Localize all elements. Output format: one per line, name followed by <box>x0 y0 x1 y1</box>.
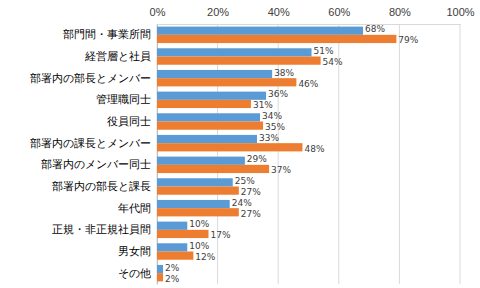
y-axis: 部門間・事業所間経営層と社員部署内の部長とメンバー管理職同士役員同士部署内の課長… <box>30 25 158 285</box>
x-tick-label: 60% <box>328 6 350 18</box>
bar <box>157 178 233 186</box>
x-axis: 0% 20% 40% 60% 80% 100% <box>150 6 475 25</box>
y-tick: 部署内のメンバー同士 <box>41 158 157 170</box>
y-tick: 男女間 <box>118 245 157 257</box>
y-tick-label: 部署内のメンバー同士 <box>41 158 151 170</box>
data-label: 29% <box>247 154 267 164</box>
y-tick: 部署内の課長とメンバー <box>30 137 157 149</box>
data-label: 12% <box>195 252 215 262</box>
data-label: 68% <box>365 24 385 34</box>
bar <box>157 100 251 108</box>
y-tick: 経営層と社員 <box>84 50 157 62</box>
y-tick-label: 年代間 <box>118 202 151 214</box>
bar <box>157 265 163 273</box>
x-tick: 0% <box>150 6 166 24</box>
data-label: 27% <box>241 187 261 197</box>
y-tick-label: 男女間 <box>118 245 151 257</box>
data-label: 36% <box>268 89 288 99</box>
axis-line <box>158 24 461 25</box>
data-label: 27% <box>241 209 261 219</box>
bar <box>157 27 363 35</box>
bar <box>157 157 245 165</box>
y-tick-label: 部署内の課長とメンバー <box>30 137 151 149</box>
bar <box>157 230 209 238</box>
data-label: 48% <box>304 144 324 154</box>
bar <box>157 222 187 230</box>
y-tick: 部署内の部長とメンバー <box>30 72 157 84</box>
data-label: 34% <box>262 111 282 121</box>
data-label: 79% <box>398 35 418 45</box>
data-label: 2% <box>165 263 180 273</box>
data-label: 10% <box>189 241 209 251</box>
bar <box>157 135 257 143</box>
bar <box>157 143 302 151</box>
data-label: 35% <box>265 122 285 132</box>
bar <box>157 113 260 121</box>
x-tick: 40% <box>268 6 290 24</box>
bar <box>157 35 396 43</box>
data-label: 51% <box>314 46 334 56</box>
bar <box>157 187 239 195</box>
bar <box>157 252 193 260</box>
y-tick-label: 経営層と社員 <box>84 50 151 62</box>
y-tick: 部門間・事業所間 <box>63 28 157 40</box>
x-tick: 60% <box>328 6 350 24</box>
y-tick: 部署内の部長と課長 <box>52 180 157 192</box>
grid <box>157 24 460 284</box>
y-tick-label: 部署内の部長と課長 <box>52 180 151 192</box>
data-label: 33% <box>259 133 279 143</box>
x-tick: 20% <box>207 6 229 24</box>
y-tick: 正規・非正規社員間 <box>52 223 157 235</box>
y-tick-label: その他 <box>118 267 151 279</box>
bar <box>157 243 187 251</box>
y-tick-label: 部門間・事業所間 <box>63 28 151 40</box>
data-label: 24% <box>232 198 252 208</box>
data-label: 2% <box>165 274 180 284</box>
x-tick-label: 80% <box>389 6 411 18</box>
data-label: 10% <box>189 219 209 229</box>
y-tick: 管理職同士 <box>96 93 157 105</box>
bar <box>157 122 263 130</box>
grid-line <box>399 24 400 284</box>
bar <box>157 165 269 173</box>
data-label: 25% <box>235 176 255 186</box>
data-label: 37% <box>271 165 291 175</box>
data-label: 17% <box>211 230 231 240</box>
bar <box>157 70 272 78</box>
data-label: 54% <box>323 57 343 67</box>
y-tick: その他 <box>118 267 157 279</box>
data-label: 31% <box>253 100 273 110</box>
y-tick-label: 役員同士 <box>107 115 151 127</box>
data-label: 46% <box>298 79 318 89</box>
data-labels: 68% 51% 38% 36% 34% 33% 29% 25% 24% 10% 10% 2% 79% 54… <box>165 24 419 284</box>
y-tick-label: 正規・非正規社員間 <box>52 223 151 235</box>
x-tick: 80% <box>389 6 411 24</box>
x-tick-label: 100% <box>446 6 474 18</box>
y-tick-label: 部署内の部長とメンバー <box>30 72 151 84</box>
bar <box>157 200 230 208</box>
x-tick-label: 40% <box>268 6 290 18</box>
x-tick-label: 20% <box>207 6 229 18</box>
bar <box>157 48 312 56</box>
y-tick-label: 管理職同士 <box>96 93 151 105</box>
grid-line <box>460 24 461 284</box>
bars <box>157 27 396 282</box>
bar <box>157 78 296 86</box>
bar <box>157 92 266 100</box>
y-tick: 役員同士 <box>107 115 157 127</box>
bar <box>157 208 239 216</box>
bar <box>157 273 163 281</box>
x-tick: 100% <box>446 6 474 24</box>
chart-container: 0% 20% 40% 60% 80% 100% 部門間・事業所間経営層と社員部署内の部長とメ… <box>0 0 480 288</box>
bar <box>157 57 321 65</box>
chart: 0% 20% 40% 60% 80% 100% 部門間・事業所間経営層と社員部署内の部長とメ… <box>0 0 480 288</box>
y-tick: 年代間 <box>118 202 157 214</box>
x-tick-label: 0% <box>150 6 166 18</box>
data-label: 38% <box>274 68 294 78</box>
